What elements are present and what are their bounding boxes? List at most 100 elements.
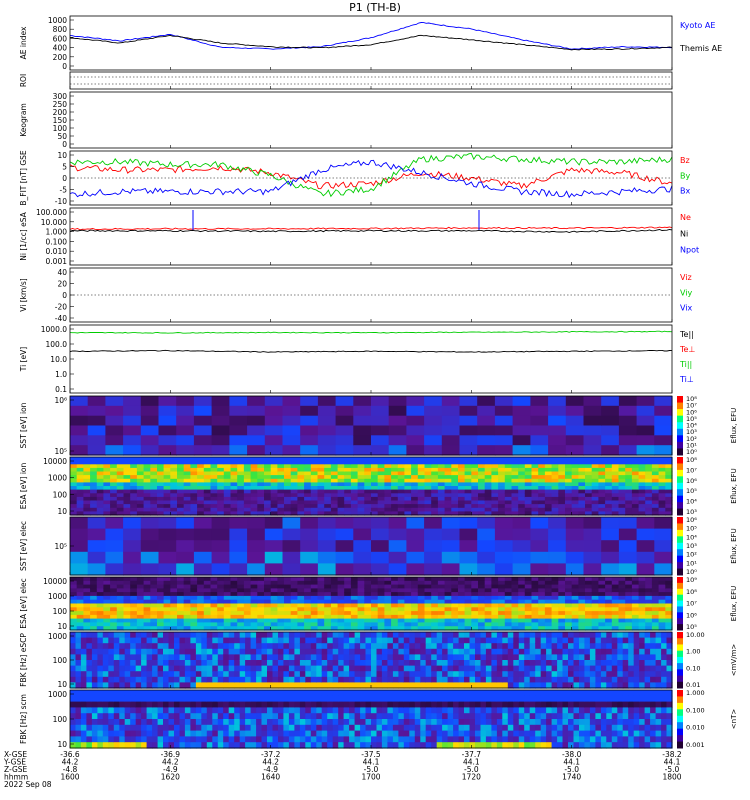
esa_ion-colorbar-step [677,508,683,516]
sst_ion-ytick: 10⁵ [54,447,67,456]
esa_ion-cell [130,489,138,494]
esa_elec-cell [625,577,633,582]
esa_ion-cell [143,457,151,462]
esa_ion-colorbar-tick: 10⁸ [686,456,697,464]
esa_elec-cell [230,595,238,601]
esa_elec-cell [170,626,178,631]
esa_ion-cell [551,478,559,483]
esa_elec-cell [591,599,599,605]
esa_ion-cell [130,460,138,465]
esa_ion-cell [558,478,566,483]
fbk_e-cell [502,632,509,639]
fbk_e-cell [595,643,602,650]
esa_elec-cell [297,611,305,616]
esa_ion-cell [297,464,305,469]
esa_ion-cell [458,493,466,498]
sst_elec-cell [300,517,319,530]
esa_elec-cell [130,626,138,631]
fbk_e-cell [606,648,613,655]
esa_elec-cell [384,611,392,616]
esa_ion-cell [645,507,653,512]
fbk_b-cell [130,730,137,737]
esa_ion-cell [458,507,466,512]
fbk_b-cell [245,736,252,743]
esa_elec-cell [284,592,292,597]
esa_elec-cell [371,626,379,631]
esa_elec-cell [618,584,626,589]
esa_ion-cell [330,496,339,502]
fbk_e-cell [190,643,197,650]
esa_ion-cell [625,475,633,480]
esa_elec-cell [150,595,158,601]
esa_elec-cell [90,614,98,620]
esa_ion-cell [297,478,305,483]
fbk_e-cell [464,676,471,683]
esa_ion-cell [511,471,519,476]
esa_ion-cell [136,482,145,487]
esa_ion-cell [83,482,91,487]
sst_ion-cell [105,415,124,427]
fbk_b-cell [179,736,186,743]
esa_ion-cell [424,464,432,469]
esa_elec-cell [324,611,332,616]
fbk_e-cell [414,637,421,644]
fbk_e-cell [201,671,208,678]
esa_ion-cell [364,457,372,462]
esa_ion-cell [504,460,513,465]
esa_elec-cell [471,580,479,586]
esa_elec-cell [571,603,579,608]
esa_ion-cell [538,504,546,509]
esa_elec-colorbar-step [677,594,683,602]
esa_ion-cell [618,464,626,469]
esa_elec-cell [551,618,559,623]
sst_elec-cell [176,551,195,564]
fbk_b-cell [102,724,109,732]
esa_ion-cell [190,467,198,473]
esa_elec-cell [177,584,185,589]
esa_elec-cell [116,577,125,582]
esa_ion-cell [70,493,78,498]
esa_elec-cell [631,577,640,582]
fbk_e-cell [288,632,295,639]
esa_ion-cell [76,511,84,516]
fbk_e-cell [639,660,646,667]
esa_elec-cell [384,599,392,605]
keogram-ylabel: Keogram [19,103,28,137]
esa_elec-cell [404,603,412,608]
fbk_b-cell [217,730,224,737]
fbk_e-cell [168,665,175,672]
esa_ion-cell [531,500,539,505]
esa_ion-cell [96,496,105,502]
esa_elec-cell [471,577,479,582]
fbk_e-cell [124,654,131,661]
esa_elec-cell [538,626,546,631]
esa_elec-cell [524,622,533,627]
esa_ion-cell [551,482,559,487]
esa_ion-cell [197,478,205,483]
esa_elec-cell [143,622,151,627]
esa_elec-cell [591,618,599,623]
esa_elec-cell [310,577,319,582]
esa_ion-cell [264,504,272,509]
esa_ion-cell [551,471,559,476]
fbk_e-cell [425,648,432,655]
esa_ion-cell [464,478,472,483]
esa_ion-cell [210,504,218,509]
esa_ion-cell [504,496,513,502]
sst_ion-cell [105,445,124,456]
esa_elec-cell [504,603,513,608]
fbk_b-cell [261,713,268,720]
esa_ion-cell [371,511,379,516]
esa_ion-cell [123,500,131,505]
esa_ion-cell [585,500,593,505]
esa_elec-cell [330,614,339,620]
esa_ion-cell [324,489,332,494]
esa_elec-cell [611,588,620,593]
fbk_e-cell [321,676,328,683]
esa_elec-cell [651,622,660,627]
fbk_b-cell [212,713,219,720]
fbk_b-cell [299,742,306,749]
esa_elec-cell [444,595,452,601]
esa_elec-cell [558,595,566,601]
fbk_e-cell [518,682,525,689]
